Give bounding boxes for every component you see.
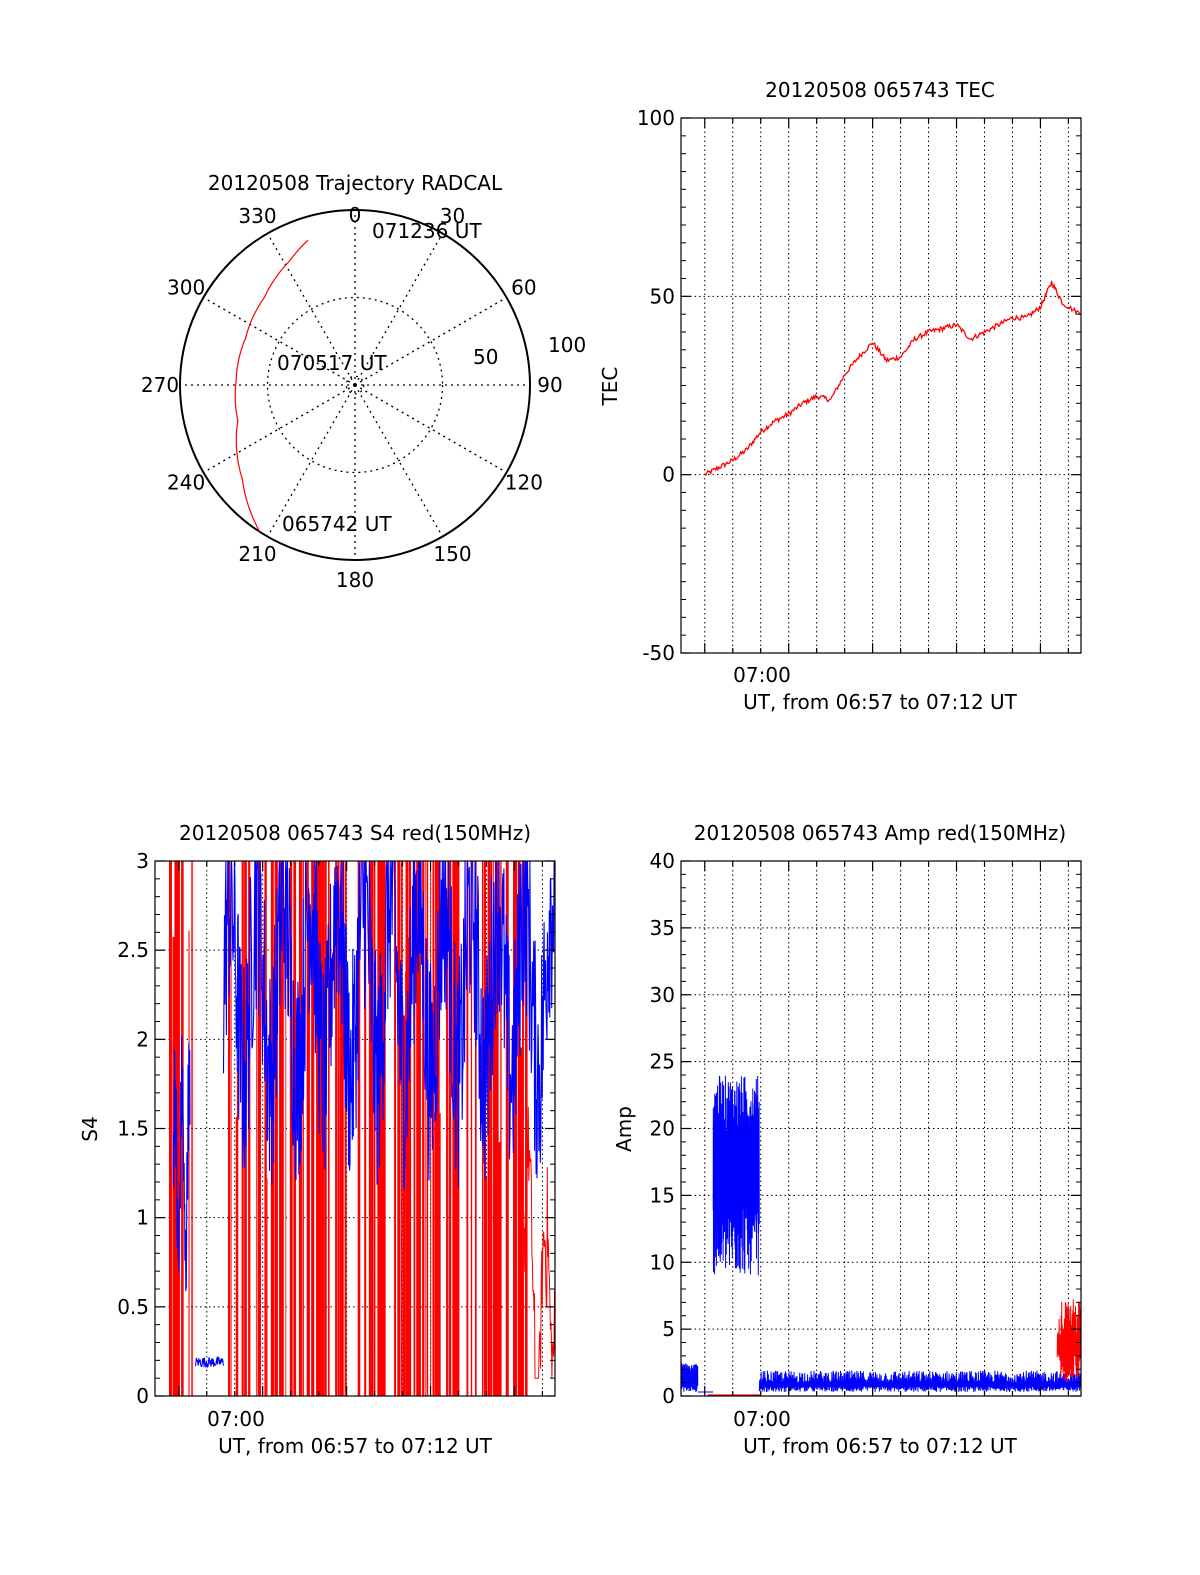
polar-azimuth-labels: 0 30 60 90 120 150 180 210 240 270 300 330 (141, 203, 563, 592)
s4-ytick-label: 2.5 (117, 938, 149, 962)
tec-grid (681, 117, 1081, 654)
tec-axes: -50 0 50 100 (637, 106, 1081, 665)
s4-blue-segment (222, 860, 555, 1190)
polar-spoke-300 (203, 296, 356, 386)
amp-ytick-label: 40 (650, 849, 675, 873)
amp-ytick-label: 20 (650, 1117, 675, 1141)
amp-blue-series (680, 1075, 1082, 1393)
polar-azimuth-label-0: 0 (349, 203, 362, 227)
trajectory-start-label: 065742 UT (282, 512, 392, 536)
tec-plot-frame (680, 117, 1082, 654)
polar-spoke-120 (354, 384, 507, 474)
tec-ylabel: TEC (598, 367, 622, 407)
amp-axes: 0 5 10 15 20 25 30 35 40 (650, 849, 1081, 1408)
s4-ytick-label: 0.5 (117, 1295, 149, 1319)
polar-azimuth-label-150: 150 (433, 542, 471, 566)
trajectory-end-label: 071236 UT (372, 219, 482, 243)
amp-xlabel: UT, from 06:57 to 07:12 UT (743, 1434, 1018, 1458)
amp-title: 20120508 065743 Amp red(150MHz) (694, 821, 1066, 845)
s4-ytick-label: 0 (136, 1384, 149, 1408)
s4-ytick-label: 2 (136, 1027, 149, 1051)
s4-ytick-label: 1.5 (117, 1117, 149, 1141)
s4-ytick-label: 3 (136, 849, 149, 873)
amp-ytick-label: 10 (650, 1250, 675, 1274)
s4-title: 20120508 065743 S4 red(150MHz) (179, 821, 531, 845)
polar-azimuth-label-60: 60 (511, 276, 536, 300)
polar-radius-label-100: 100 (548, 333, 586, 357)
polar-ring-0 (266, 296, 444, 474)
polar-spoke-60 (354, 296, 507, 386)
amp-blue-segment (680, 1363, 699, 1392)
tec-ytick-label: 0 (662, 463, 675, 487)
polar-spoke-150 (354, 384, 444, 537)
tec-xlabel: UT, from 06:57 to 07:12 UT (743, 690, 1018, 714)
polar-grid (180, 210, 530, 560)
tec-ytick-label: 50 (650, 284, 675, 308)
amp-ylabel: Amp (612, 1106, 636, 1152)
tec-ytick-label: 100 (637, 106, 675, 130)
s4-red-tail (523, 1106, 556, 1379)
s4-blue-series (172, 860, 555, 1369)
polar-azimuth-label-90: 90 (537, 373, 562, 397)
amp-ytick-label: 30 (650, 983, 675, 1007)
s4-blue-segment (172, 1035, 191, 1292)
polar-azimuth-label-180: 180 (336, 568, 374, 592)
trajectory-line (234, 239, 309, 533)
s4-xlabel: UT, from 06:57 to 07:12 UT (218, 1434, 493, 1458)
amp-blue-segment (758, 1370, 1082, 1393)
polar-radius-label-50: 50 (473, 345, 498, 369)
polar-outer-ring (179, 209, 531, 561)
s4-xtick-0700: 07:00 (207, 1407, 265, 1431)
amp-panel: 20120508 065743 Amp red(150MHz) 0 5 10 15 20… (612, 821, 1082, 1458)
polar-azimuth-label-120: 120 (505, 471, 543, 495)
polar-azimuth-label-300: 300 (167, 276, 205, 300)
tec-xtick-0700: 07:00 (733, 663, 791, 687)
polar-azimuth-label-330: 330 (238, 204, 276, 228)
polar-azimuth-label-210: 210 (238, 542, 276, 566)
s4-ytick-label: 1 (136, 1206, 149, 1230)
amp-ytick-label: 25 (650, 1050, 675, 1074)
s4-ylabel: S4 (78, 1116, 102, 1141)
polar-spoke-240 (203, 384, 356, 474)
s4-panel: 20120508 065743 S4 red(150MHz) 0 0.5 1 1.5 2… (78, 821, 556, 1458)
s4-axes: 0 0.5 1 1.5 2 2.5 3 (117, 849, 555, 1408)
amp-ytick-label: 0 (662, 1384, 675, 1408)
s4-blue-segment (195, 1356, 225, 1369)
tec-title: 20120508 065743 TEC (765, 78, 995, 102)
trajectory-mid-label: 070517 UT (277, 351, 387, 375)
tec-series-line (704, 280, 1082, 477)
amp-ytick-label: 35 (650, 916, 675, 940)
polar-azimuth-label-270: 270 (141, 373, 179, 397)
amp-blue-segment (712, 1075, 760, 1276)
amp-ytick-label: 15 (650, 1183, 675, 1207)
polar-spoke-330 (266, 233, 356, 386)
polar-azimuth-label-30: 30 (440, 204, 465, 228)
amp-xtick-0700: 07:00 (733, 1407, 791, 1431)
polar-spoke-30 (354, 233, 444, 386)
polar-ring-1 (345, 375, 365, 395)
polar-azimuth-label-240: 240 (167, 471, 205, 495)
polar-panel: 20120508 Trajectory RADCAL 0 30 60 90 120 150… (141, 171, 586, 592)
polar-spoke-210 (266, 384, 356, 537)
polar-title: 20120508 Trajectory RADCAL (208, 171, 503, 195)
amp-red-burst (1056, 1299, 1082, 1383)
amp-ytick-label: 5 (662, 1317, 675, 1341)
tec-ytick-label: -50 (642, 641, 675, 665)
amp-red-series (707, 1299, 1082, 1397)
